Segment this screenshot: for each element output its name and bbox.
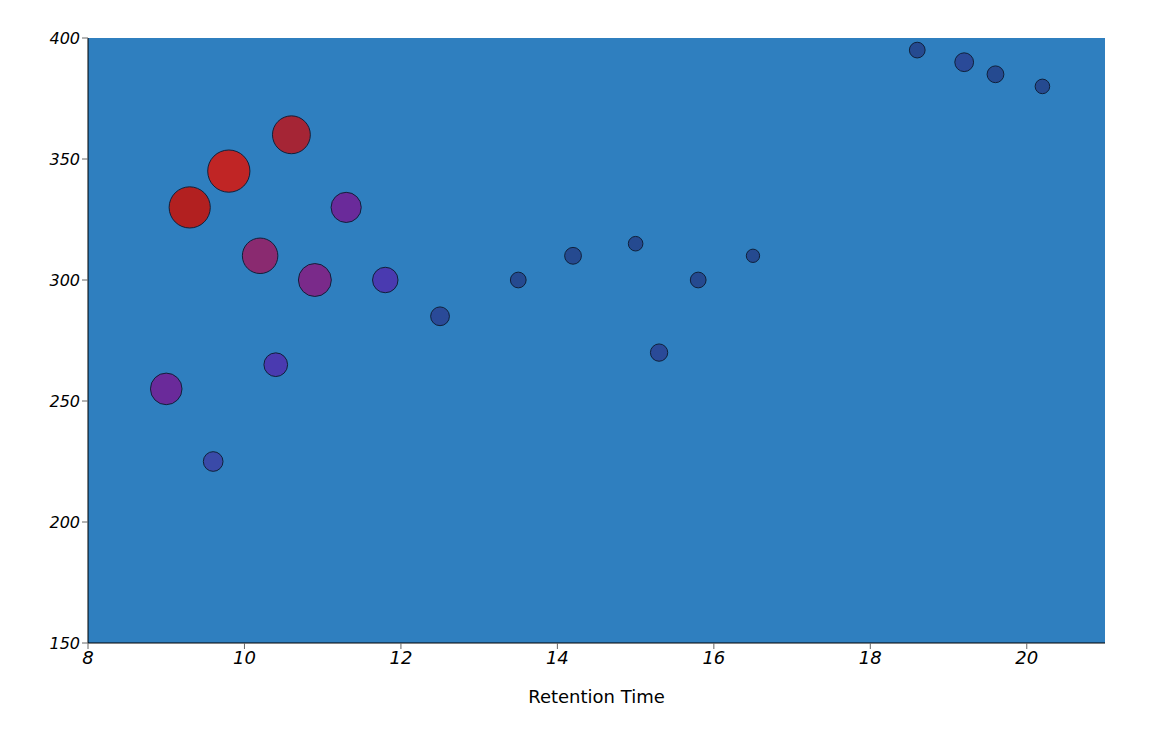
svg-text:Retention Time: Retention Time: [528, 686, 665, 707]
svg-text:300: 300: [49, 271, 80, 290]
svg-text:350: 350: [49, 150, 80, 169]
svg-text:12: 12: [389, 647, 412, 668]
svg-text:10: 10: [233, 647, 256, 668]
svg-text:400: 400: [49, 29, 80, 48]
svg-text:250: 250: [49, 392, 80, 411]
svg-text:8: 8: [82, 647, 93, 668]
svg-text:150: 150: [49, 634, 80, 653]
svg-text:18: 18: [859, 647, 882, 668]
svg-text:200: 200: [49, 513, 80, 532]
svg-text:14: 14: [546, 647, 569, 668]
svg-text:20: 20: [1015, 647, 1038, 668]
svg-text:16: 16: [702, 647, 725, 668]
